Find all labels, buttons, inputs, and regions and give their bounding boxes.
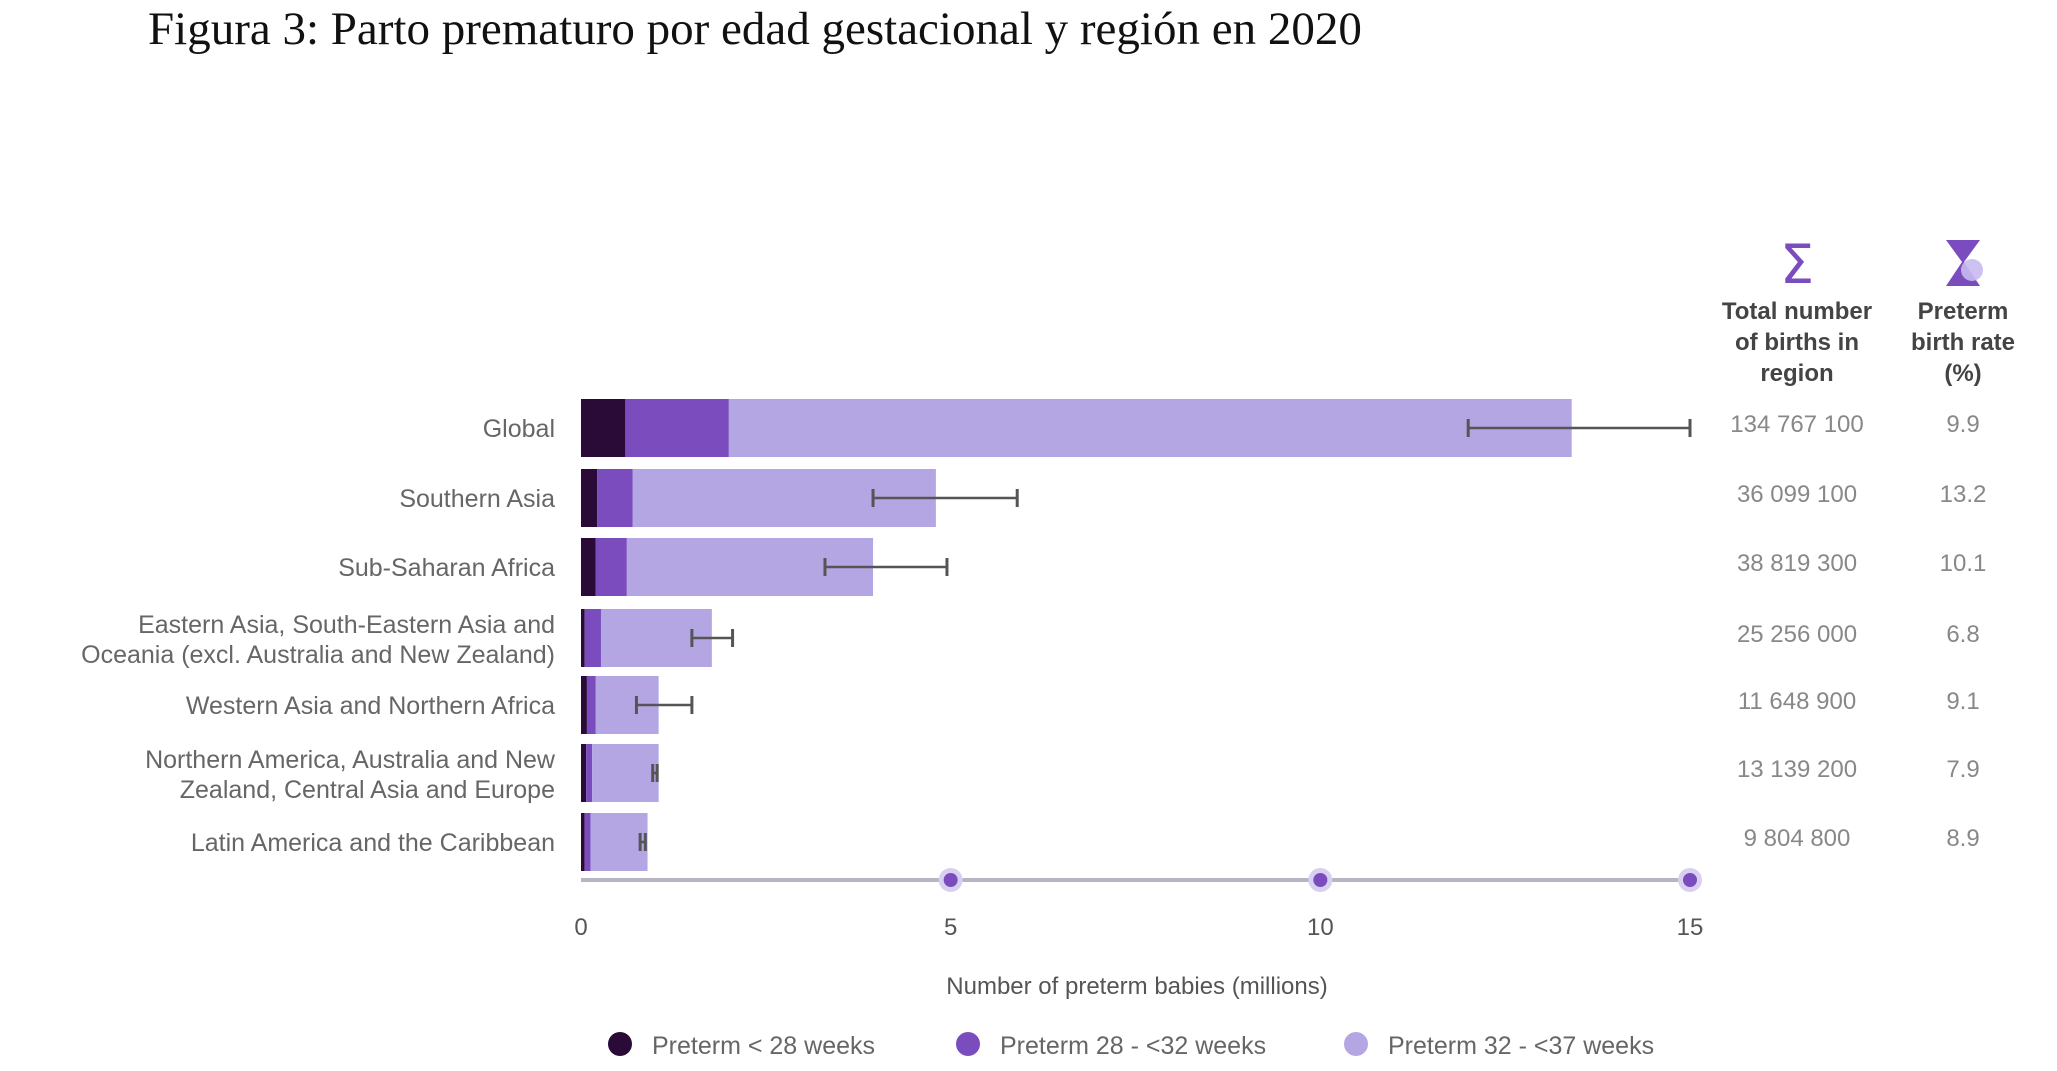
legend-label: Preterm 32 - <37 weeks — [1388, 1032, 1654, 1060]
legend-marker — [1344, 1032, 1368, 1056]
preterm-rate-value: 8.9 — [1946, 825, 1979, 852]
births-column-header: Total number — [1722, 298, 1872, 325]
total-births-value: 25 256 000 — [1737, 621, 1857, 648]
preterm-rate-value: 6.8 — [1946, 621, 1979, 648]
bar-segment — [581, 676, 587, 734]
bar-segment — [581, 469, 598, 527]
bar-segment — [597, 469, 633, 527]
bar-segment — [592, 744, 659, 802]
preterm-rate-value: 9.9 — [1946, 411, 1979, 438]
category-label: Western Asia and Northern Africa — [186, 692, 555, 720]
category-label: Latin America and the Caribbean — [191, 829, 555, 857]
legend-label: Preterm 28 - <32 weeks — [1000, 1032, 1266, 1060]
bar-segment — [581, 813, 585, 871]
bar-segment — [584, 813, 591, 871]
x-tick-label: 10 — [1307, 914, 1334, 941]
rate-column-header: (%) — [1944, 360, 1981, 387]
total-births-value: 134 767 100 — [1730, 411, 1863, 438]
bar-segment — [581, 399, 626, 457]
bar-segment — [581, 744, 587, 802]
total-births-value: 38 819 300 — [1737, 550, 1857, 577]
preterm-rate-value: 10.1 — [1940, 550, 1987, 577]
bar-segment — [728, 399, 1572, 457]
axis-dot — [1313, 873, 1328, 887]
category-label: Oceania (excl. Australia and New Zealand… — [81, 641, 555, 669]
legend-marker — [956, 1032, 980, 1056]
bar-segment — [625, 399, 729, 457]
category-label: Northern America, Australia and New — [145, 746, 556, 774]
preterm-rate-value: 7.9 — [1946, 756, 1979, 783]
bar-segment — [590, 813, 648, 871]
axis-dot — [1683, 873, 1697, 887]
bar-segment — [595, 538, 627, 596]
total-births-value: 36 099 100 — [1737, 481, 1857, 508]
bar-segment — [586, 676, 596, 734]
bar-segment — [581, 538, 596, 596]
bar-segment — [584, 609, 601, 667]
total-births-value: 11 648 900 — [1738, 688, 1856, 715]
bar-segment — [586, 744, 593, 802]
x-tick-label: 15 — [1677, 914, 1704, 941]
rate-column-header: Preterm — [1918, 298, 2009, 325]
category-label: Zealand, Central Asia and Europe — [180, 776, 555, 804]
rate-column-header: birth rate — [1911, 329, 2015, 356]
category-label: Southern Asia — [399, 485, 555, 513]
hourglass-icon-overlay — [1961, 259, 1983, 281]
x-tick-label: 0 — [574, 914, 587, 941]
total-births-value: 13 139 200 — [1737, 756, 1857, 783]
sigma-icon: Σ — [1780, 233, 1814, 296]
births-column-header: region — [1760, 360, 1833, 387]
births-column-header: of births in — [1735, 329, 1859, 356]
axis-dot — [943, 873, 958, 887]
x-tick-label: 5 — [944, 914, 957, 941]
bar-segment — [581, 609, 585, 667]
category-label: Sub-Saharan Africa — [338, 554, 555, 582]
category-label: Eastern Asia, South-Eastern Asia and — [138, 611, 555, 639]
legend-marker — [608, 1032, 632, 1056]
total-births-value: 9 804 800 — [1744, 825, 1851, 852]
preterm-rate-value: 9.1 — [1946, 688, 1979, 715]
x-axis-title: Number of preterm babies (millions) — [946, 973, 1327, 1000]
figure-title: Figura 3: Parto prematuro por edad gesta… — [148, 3, 1362, 55]
preterm-rate-value: 13.2 — [1940, 481, 1987, 508]
legend-label: Preterm < 28 weeks — [652, 1032, 875, 1060]
category-label: Global — [483, 415, 555, 443]
